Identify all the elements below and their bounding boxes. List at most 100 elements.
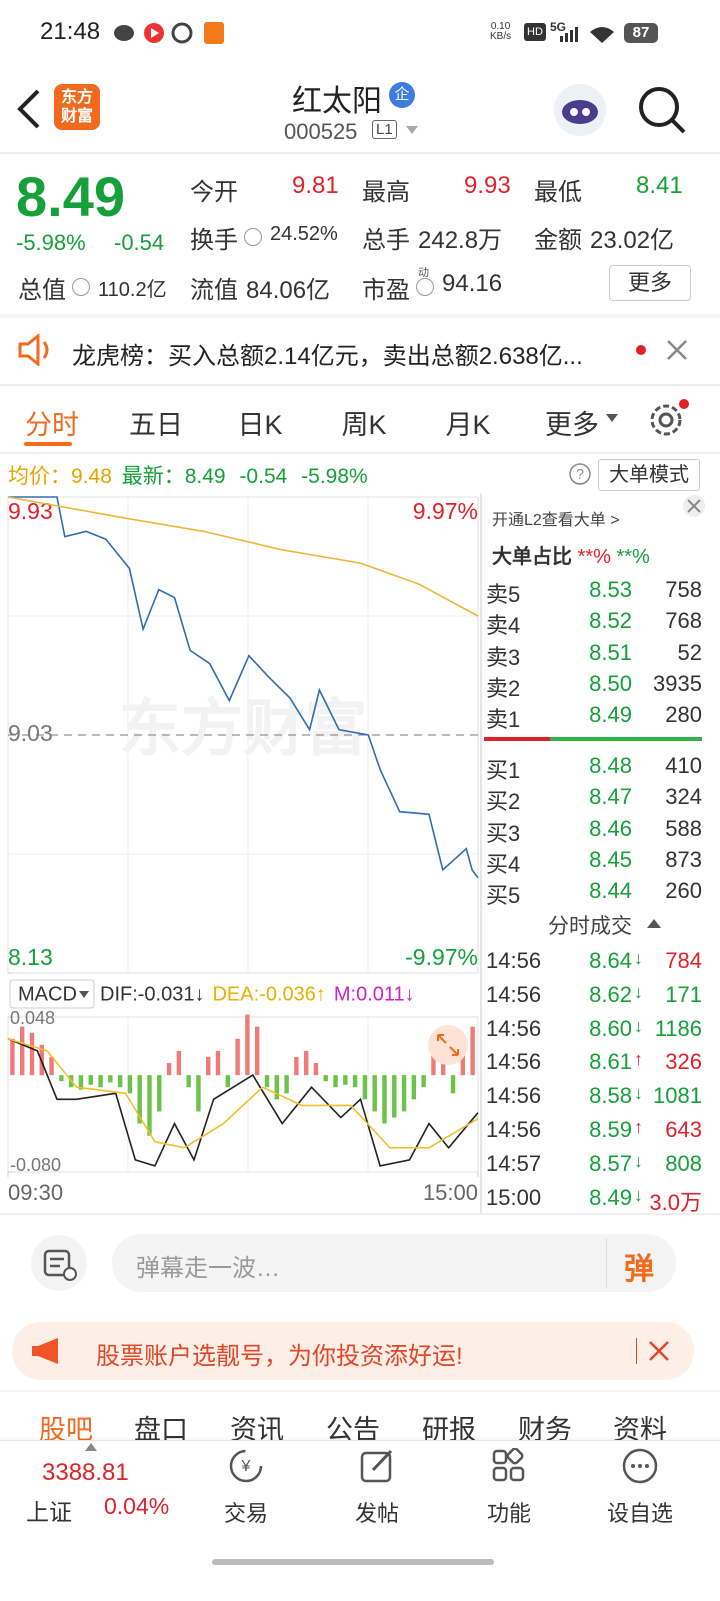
field-value: 94.16	[442, 270, 503, 297]
last-label: 最新：	[121, 465, 185, 488]
ad-close[interactable]	[648, 1340, 670, 1362]
mode-button[interactable]: 大单模式	[598, 459, 700, 491]
book-volume: 588	[665, 815, 702, 841]
macd-bar	[352, 1075, 358, 1088]
macd-bar	[166, 1063, 172, 1076]
trade-direction: ↑	[634, 1117, 643, 1137]
search-button[interactable]	[636, 84, 688, 136]
trades-sort[interactable]	[646, 917, 662, 929]
macd-bar	[108, 1075, 113, 1083]
nav-label[interactable]: 设自选	[606, 1501, 674, 1526]
macd-bar	[88, 1075, 93, 1085]
nav-icon[interactable]: ¥	[228, 1448, 264, 1484]
book-price: 8.49	[589, 702, 632, 728]
network-type: 5G	[550, 20, 567, 34]
status-time: 21:48	[40, 18, 101, 45]
trade-time: 14:57	[486, 1150, 542, 1176]
more-dropdown[interactable]	[605, 413, 619, 423]
trade-volume: 643	[665, 1117, 702, 1142]
nav-icon[interactable]	[622, 1448, 658, 1484]
avg-line	[7, 496, 479, 617]
comment-divider	[606, 1238, 607, 1288]
indicator-value: DIF:-0.031↓	[100, 983, 204, 1005]
trades-title: 分时成交	[548, 915, 632, 938]
change-pct: -5.98%	[16, 230, 86, 255]
macd-bar	[235, 1038, 240, 1076]
index-change[interactable]: 0.04%	[104, 1493, 170, 1519]
trade-volume: 784	[665, 948, 702, 973]
book-price: 8.44	[589, 878, 632, 904]
book-volume: 3935	[653, 670, 702, 696]
intraday-chart: 东方财富 9.93 9.03 8.13 9.97% -9.97% 09:30 15:00 MAC…	[7, 496, 479, 1205]
trade-time: 14:56	[486, 1117, 542, 1142]
chart-tab[interactable]: 周K	[341, 410, 387, 440]
trade-price: 8.62	[589, 981, 632, 1007]
book-price: 8.50	[589, 670, 632, 696]
x-tick-label: 09:30	[8, 1180, 63, 1205]
indicator-select[interactable]	[9, 979, 95, 1009]
danmaku-button[interactable]: 弹	[624, 1253, 654, 1286]
info-change-pct: -5.98%	[301, 465, 368, 488]
help-icon[interactable]: ?	[568, 462, 592, 486]
nav-icon[interactable]	[359, 1448, 395, 1484]
book-price: 8.47	[589, 784, 632, 810]
svg-text:¥: ¥	[241, 1458, 251, 1475]
index-value[interactable]: 3388.81	[42, 1459, 129, 1486]
nav-icon[interactable]	[491, 1448, 527, 1484]
ad-text[interactable]: 股票账户选靓号，为你投资添好运!	[96, 1343, 463, 1370]
notice-dot	[636, 345, 646, 355]
macd-bar	[284, 1075, 289, 1094]
chart-tab[interactable]: 日K	[237, 410, 283, 440]
macd-bar	[382, 1075, 387, 1124]
macd-bar	[411, 1075, 417, 1100]
chart-tab[interactable]: 更多	[545, 410, 599, 440]
indicator-value: DEA:-0.036↑	[212, 983, 325, 1005]
book-label: 卖4	[486, 613, 521, 639]
macd-bar	[362, 1075, 368, 1100]
book-label: 卖2	[486, 675, 521, 701]
field-info-icon[interactable]	[416, 278, 434, 296]
orderbook-close[interactable]	[682, 494, 706, 518]
macd-bar	[274, 1075, 279, 1100]
book-label: 卖1	[486, 707, 521, 733]
ratio-bar-buy	[484, 737, 550, 741]
field-info-icon[interactable]	[244, 228, 262, 246]
more-button[interactable]: 更多	[609, 265, 691, 301]
expand-button[interactable]	[428, 1025, 468, 1065]
l2-link[interactable]: 开通L2查看大单 >	[492, 512, 620, 529]
price-line	[8, 496, 479, 879]
level-tag[interactable]: L1	[372, 120, 397, 139]
macd-bar	[10, 1038, 15, 1076]
trade-volume: 326	[665, 1049, 702, 1075]
field-info-icon[interactable]	[72, 278, 90, 296]
nav-label[interactable]: 功能	[486, 1501, 532, 1526]
index-caret	[85, 1443, 97, 1451]
trade-price: 8.61	[589, 1049, 632, 1075]
ad-banner[interactable]	[12, 1322, 694, 1380]
app-logo[interactable]: 东方财富	[54, 84, 100, 130]
comment-settings[interactable]	[30, 1234, 88, 1292]
book-volume: 260	[665, 878, 702, 904]
comment-input[interactable]	[112, 1234, 676, 1292]
notice-close[interactable]	[665, 338, 689, 362]
macd-bar	[431, 1050, 436, 1076]
chart-tab[interactable]: 五日	[129, 410, 183, 440]
robot-avatar[interactable]	[552, 82, 608, 138]
comment-placeholder: 弹幕走一波…	[136, 1255, 280, 1282]
nav-label[interactable]: 交易	[223, 1501, 269, 1526]
level-dropdown[interactable]	[404, 124, 420, 136]
chart-tab[interactable]: 分时	[25, 410, 79, 440]
nav-label[interactable]: 发帖	[354, 1501, 400, 1526]
macd-bar	[186, 1075, 191, 1088]
macd-bar	[78, 1075, 84, 1090]
notice-text[interactable]: 龙虎榜：买入总额2.14亿元，卖出总额2.638亿...	[72, 343, 583, 370]
settings-button[interactable]	[646, 398, 690, 440]
field-value: 23.02亿	[590, 227, 675, 254]
trade-price: 8.49	[589, 1184, 632, 1210]
book-price: 8.45	[589, 846, 632, 872]
chart-tab[interactable]: 月K	[445, 410, 491, 440]
macd-bar	[450, 1075, 456, 1094]
macd-bar	[98, 1075, 103, 1088]
back-button[interactable]	[14, 88, 44, 130]
index-name[interactable]: 上证	[26, 1499, 72, 1525]
